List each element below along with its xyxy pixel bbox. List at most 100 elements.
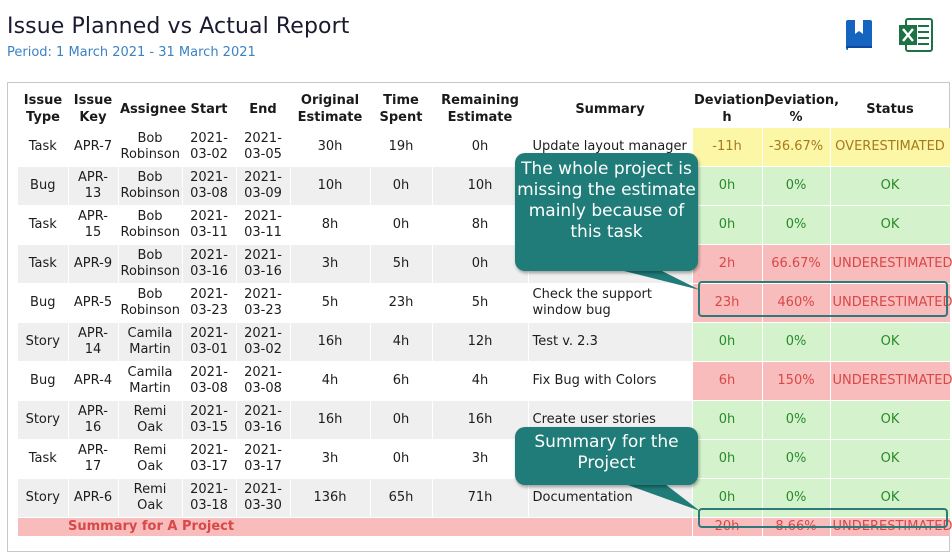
cell-time-spent: 0h: [370, 205, 433, 245]
col-header-issue-type[interactable]: Issue Type: [23, 93, 63, 125]
cell-start: 2021-03-08: [182, 166, 237, 206]
bookmark-icon[interactable]: [844, 18, 876, 54]
cell-issue-key: APR-5: [68, 283, 119, 323]
cell-deviation-h: -11h: [692, 128, 763, 167]
cell-summary: Check the support window bug: [528, 283, 693, 323]
cell-assignee: Bob Robinson: [118, 244, 183, 284]
cell-start: 2021-03-18: [182, 478, 237, 518]
cell-issue-type: Story: [18, 478, 69, 518]
cell-status: OK: [830, 166, 951, 206]
cell-deviation-h: 6h: [692, 361, 763, 401]
cell-status: OVERESTIMATED: [830, 128, 951, 167]
cell-deviation-pct: 0%: [762, 205, 831, 245]
table-row[interactable]: Bug APR-4 Camila Martin 2021-03-08 2021-03-0…: [18, 361, 952, 401]
table-row[interactable]: Story APR-14 Camila Martin 2021-03-01 2021-0…: [18, 322, 951, 362]
cell-start: 2021-03-17: [182, 439, 237, 479]
col-header-deviation-h[interactable]: Deviation, h: [694, 93, 770, 125]
cell-deviation-pct: 66.67%: [762, 244, 831, 284]
cell-assignee: Remi Oak: [118, 478, 183, 518]
col-header-time-spent[interactable]: Time Spent: [379, 93, 423, 125]
cell-deviation-pct: 150%: [762, 361, 831, 401]
cell-status: OK: [830, 400, 951, 440]
cell-deviation-pct: -36.67%: [762, 128, 831, 167]
cell-remaining-estimate: 8h: [432, 205, 529, 245]
cell-assignee: Bob Robinson: [118, 166, 183, 206]
cell-status: OK: [830, 205, 951, 245]
cell-original-estimate: 136h: [290, 478, 371, 518]
cell-time-spent: 0h: [370, 166, 433, 206]
cell-issue-type: Task: [18, 128, 69, 167]
cell-time-spent: 19h: [370, 128, 433, 167]
callout-task-note: The whole project is missing the estimat…: [515, 153, 698, 271]
cell-start: 2021-03-02: [182, 128, 237, 167]
cell-issue-type: Task: [18, 439, 69, 479]
cell-start: 2021-03-15: [182, 400, 237, 440]
table-row[interactable]: Story APR-16 Remi Oak 2021-03-15 2021-03-16 1…: [18, 400, 951, 440]
cell-deviation-h: 0h: [692, 478, 763, 518]
report-title: Issue Planned vs Actual Report: [7, 14, 350, 39]
col-header-status[interactable]: Status: [866, 101, 914, 117]
cell-original-estimate: 8h: [290, 205, 371, 245]
cell-remaining-estimate: 71h: [432, 478, 529, 518]
col-header-start[interactable]: Start: [190, 101, 228, 117]
summary-row-label: Summary for A Project: [18, 517, 693, 536]
cell-deviation-pct: 0%: [762, 322, 831, 362]
cell-issue-type: Task: [18, 244, 69, 284]
table-row[interactable]: Story APR-6 Remi Oak 2021-03-18 2021-03-30 13…: [18, 478, 951, 518]
cell-assignee: Bob Robinson: [118, 128, 183, 167]
table-row[interactable]: Task APR-7 Bob Robinson 2021-03-02 2021-03-0…: [18, 128, 951, 167]
cell-issue-key: APR-17: [68, 439, 119, 479]
cell-deviation-pct: 0%: [762, 439, 831, 479]
col-header-original-estimate[interactable]: Original Estimate: [297, 93, 363, 125]
cell-start: 2021-03-08: [182, 361, 237, 401]
cell-deviation-pct: 0%: [762, 166, 831, 206]
cell-summary: Test v. 2.3: [528, 322, 693, 362]
cell-time-spent: 0h: [370, 439, 433, 479]
cell-status: OK: [830, 439, 951, 479]
col-header-issue-key[interactable]: Issue Key: [73, 93, 113, 125]
table-row[interactable]: Bug APR-5 Bob Robinson 2021-03-23 2021-03-23…: [18, 283, 952, 323]
cell-deviation-h: 0h: [692, 322, 763, 362]
table-header-row: Issue Type Issue Key Assignee Start End …: [18, 90, 950, 128]
col-header-assignee[interactable]: Assignee: [120, 101, 187, 117]
cell-assignee: Bob Robinson: [118, 205, 183, 245]
cell-time-spent: 6h: [370, 361, 433, 401]
cell-remaining-estimate: 16h: [432, 400, 529, 440]
cell-deviation-h: 0h: [692, 400, 763, 440]
cell-start: 2021-03-01: [182, 322, 237, 362]
cell-issue-type: Bug: [18, 283, 69, 323]
cell-original-estimate: 3h: [290, 244, 371, 284]
cell-remaining-estimate: 12h: [432, 322, 529, 362]
report-period: Period: 1 March 2021 - 31 March 2021: [7, 45, 256, 60]
excel-icon[interactable]: [898, 17, 934, 53]
col-header-summary[interactable]: Summary: [575, 101, 645, 117]
cell-summary: Fix Bug with Colors: [528, 361, 693, 401]
col-header-remaining-estimate[interactable]: Remaining Estimate: [441, 93, 519, 125]
cell-start: 2021-03-23: [182, 283, 237, 323]
cell-issue-key: APR-9: [68, 244, 119, 284]
cell-end: 2021-03-17: [236, 439, 291, 479]
report-body: Task APR-7 Bob Robinson 2021-03-02 2021-03-0…: [18, 128, 952, 518]
cell-deviation-pct: 0%: [762, 400, 831, 440]
cell-time-spent: 65h: [370, 478, 433, 518]
cell-assignee: Camila Martin: [118, 322, 183, 362]
col-header-end[interactable]: End: [249, 101, 277, 117]
cell-end: 2021-03-16: [236, 244, 291, 284]
cell-assignee: Remi Oak: [118, 439, 183, 479]
cell-status: OK: [830, 478, 951, 518]
report-table: Issue Type Issue Key Assignee Start End …: [18, 90, 952, 536]
cell-issue-key: APR-15: [68, 205, 119, 245]
cell-end: 2021-03-08: [236, 361, 291, 401]
cell-original-estimate: 30h: [290, 128, 371, 167]
cell-original-estimate: 3h: [290, 439, 371, 479]
cell-issue-key: APR-16: [68, 400, 119, 440]
cell-remaining-estimate: 4h: [432, 361, 529, 401]
cell-status: UNDERESTIMATED: [830, 361, 952, 401]
cell-issue-type: Task: [18, 205, 69, 245]
cell-end: 2021-03-30: [236, 478, 291, 518]
col-header-deviation-pct[interactable]: Deviation, %: [764, 93, 840, 125]
cell-remaining-estimate: 0h: [432, 244, 529, 284]
cell-deviation-h: 0h: [692, 166, 763, 206]
cell-time-spent: 23h: [370, 283, 433, 323]
